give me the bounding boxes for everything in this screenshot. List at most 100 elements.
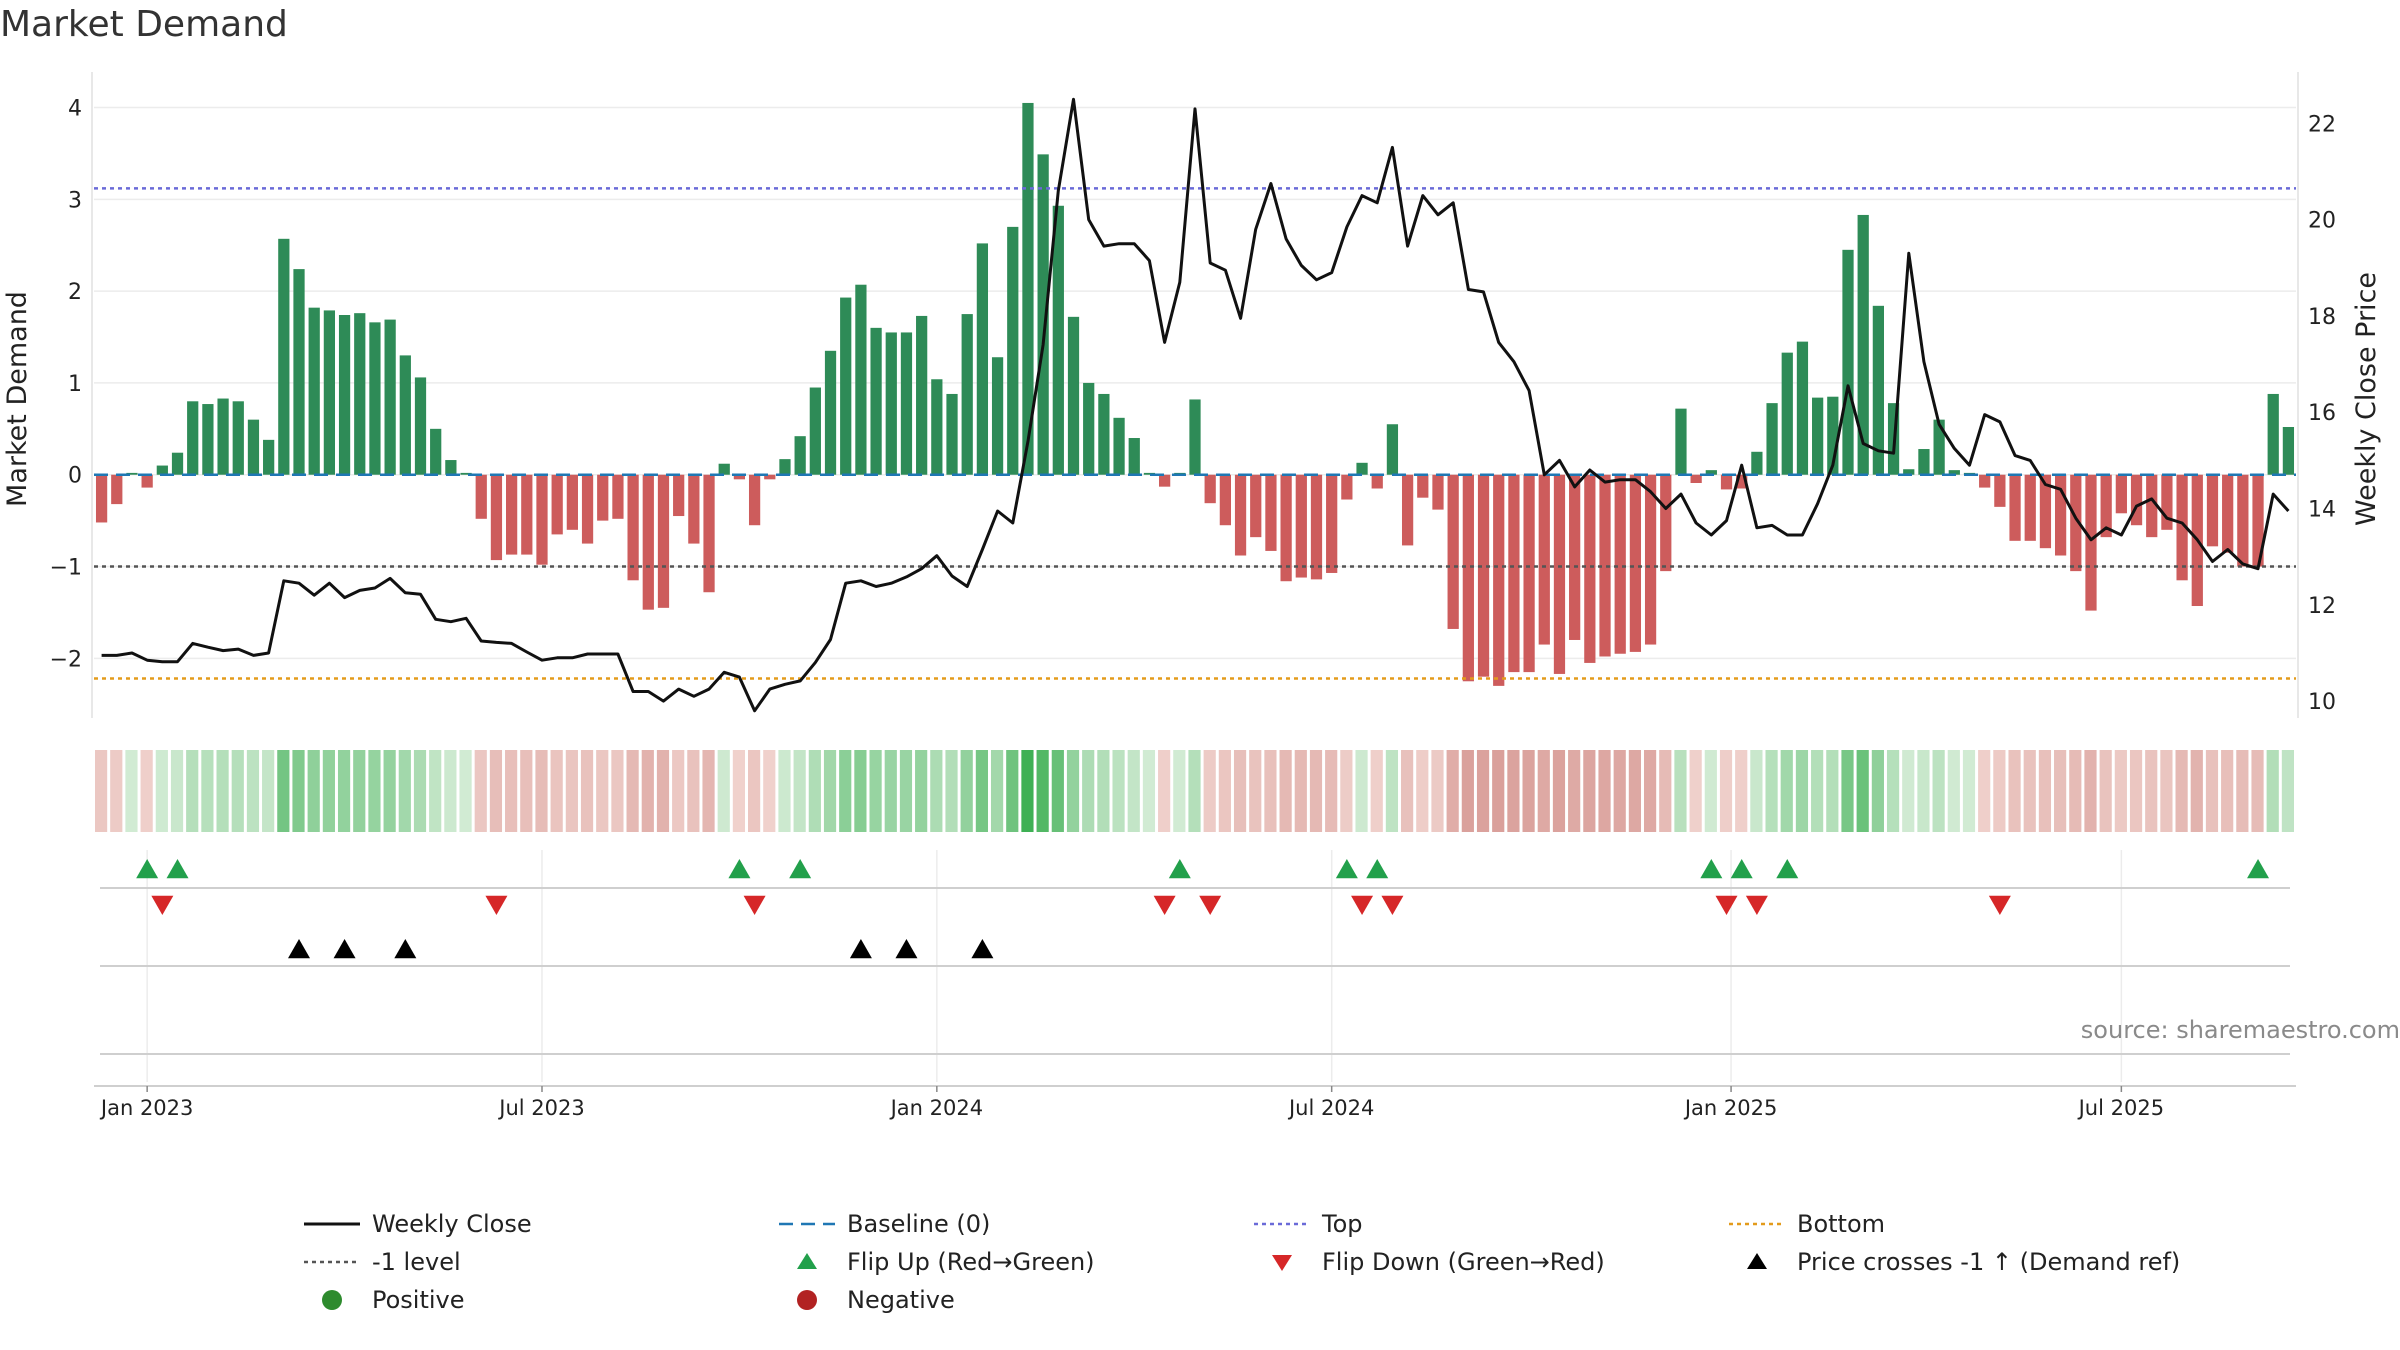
heat-cell (2281, 750, 2294, 832)
heat-cell (1780, 750, 1793, 832)
left-tick-label: −1 (50, 556, 82, 581)
demand-bar (1720, 474, 1733, 490)
heat-cell (535, 750, 548, 832)
demand-bar (475, 474, 487, 519)
heat-cell (1340, 750, 1353, 832)
right-tick-label: 20 (2308, 209, 2336, 234)
demand-bar (338, 315, 351, 475)
heat-cell (474, 750, 487, 832)
demand-bar (1903, 469, 1915, 475)
heat-cell (1051, 750, 1064, 832)
left-tick-label: −2 (50, 647, 82, 672)
positive-dot-icon (300, 1285, 364, 1315)
heat-cell (884, 750, 897, 832)
heat-cell (444, 750, 457, 832)
heat-cell (2266, 750, 2279, 832)
left-axis-title: Market Demand (2, 291, 33, 507)
flip-up-marker (1776, 859, 1799, 879)
heat-cell (2054, 750, 2067, 832)
demand-bar (1113, 417, 1125, 475)
demand-bar (764, 474, 776, 480)
demand-bar (2039, 474, 2052, 549)
legend-top-swatch (1250, 1209, 1314, 1239)
heat-cell (1006, 750, 1019, 832)
heat-cell (520, 750, 533, 832)
heat-cell (945, 750, 958, 832)
heat-cell (246, 750, 260, 832)
demand-bar (2115, 474, 2127, 514)
demand-bar (657, 474, 670, 608)
heat-cell (1598, 750, 1611, 832)
source-label: source: sharemaestro.com (2080, 1016, 2400, 1044)
heat-cell (2099, 750, 2112, 832)
heat-cell (839, 750, 852, 832)
demand-bar (1098, 393, 1110, 475)
demand-bar (1128, 438, 1140, 475)
demand-bar (1189, 399, 1201, 475)
x-tick-label: Jul 2025 (2077, 1096, 2164, 1120)
right-tick-label: 16 (2308, 401, 2336, 426)
demand-bar (1994, 474, 2006, 507)
heat-cell (2160, 750, 2173, 832)
heat-cell (1856, 750, 1869, 832)
demand-bar (2237, 474, 2249, 567)
flip-down-marker (485, 895, 508, 915)
demand-bar (1250, 474, 1262, 538)
left-tick-label: 4 (68, 97, 82, 122)
demand-bar (612, 474, 624, 519)
demand-bar (323, 310, 336, 475)
heat-cell (1795, 750, 1809, 832)
heat-cell (505, 750, 518, 832)
legend-weekly-close: Weekly Close (300, 1209, 775, 1239)
legend-flip-down: Flip Down (Green→Red) (1250, 1247, 1725, 1277)
price-line (101, 97, 2290, 713)
heat-cell (2114, 750, 2127, 832)
heat-cell (899, 750, 913, 832)
heat-cell (155, 750, 168, 832)
demand-bar (460, 472, 472, 475)
heat-cell (2221, 750, 2234, 832)
heat-cell (1446, 750, 1459, 832)
x-tick-label: Jul 2024 (1287, 1096, 1374, 1120)
chart-title: Market Demand (0, 4, 288, 45)
heat-cell (763, 750, 776, 832)
demand-bar (1371, 474, 1383, 489)
legend-baseline-swatch (775, 1209, 839, 1239)
heat-cell (869, 750, 882, 832)
heat-cell (1355, 750, 1368, 832)
flip-down-marker (1153, 895, 1176, 915)
flip-up-marker (1730, 859, 1753, 879)
demand-bar (1143, 472, 1156, 475)
demand-bar (1493, 474, 1505, 686)
demand-bar (171, 452, 184, 475)
heat-cell (1902, 750, 1915, 832)
heat-cell (1659, 750, 1672, 832)
heat-cell (1704, 750, 1717, 832)
heat-cell (2084, 750, 2097, 832)
heat-cell (1522, 750, 1535, 832)
left-tick-label: 0 (68, 464, 82, 489)
flip-up-marker (1366, 859, 1389, 879)
heat-cell (1537, 750, 1550, 832)
demand-bar (126, 472, 138, 475)
demand-bar (733, 474, 746, 480)
demand-bar (369, 322, 381, 475)
demand-bar (1417, 474, 1429, 498)
heat-cell (641, 750, 654, 832)
heat-cell (1917, 750, 1930, 832)
heat-cell (2069, 750, 2082, 832)
demand-bar (1796, 341, 1809, 475)
demand-bar (1462, 474, 1474, 682)
heat-cell (808, 750, 821, 832)
heat-cell (2145, 750, 2158, 832)
demand-bar (490, 474, 503, 561)
demand-bar (794, 436, 806, 475)
demand-bar (1265, 474, 1277, 551)
heat-cell (2205, 750, 2219, 832)
heat-cell (793, 750, 806, 832)
demand-bar (1842, 249, 1854, 475)
demand-bar (718, 463, 730, 475)
heat-cell (216, 750, 229, 832)
demand-bar (1872, 305, 1884, 475)
heat-cell (413, 750, 427, 832)
